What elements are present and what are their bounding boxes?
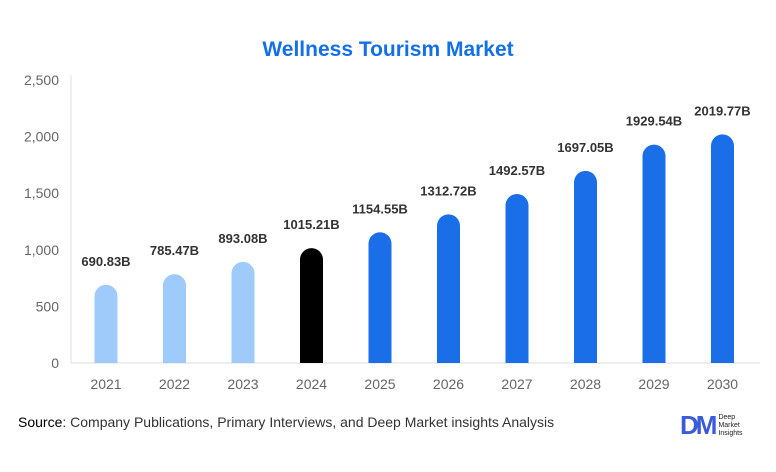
x-tick-label: 2028 — [570, 376, 601, 392]
data-label: 1154.55B — [352, 201, 408, 216]
data-label: 1015.21B — [283, 217, 339, 232]
logo-mark: DM — [680, 410, 717, 440]
bar — [642, 144, 666, 363]
bar — [300, 248, 323, 363]
chart-title: Wellness Tourism Market — [262, 38, 514, 61]
y-tick-label: 2,000 — [24, 129, 59, 145]
logo-text: Deep Market Insights — [718, 413, 743, 437]
bar — [163, 274, 186, 363]
data-label: 893.08B — [218, 231, 267, 246]
x-tick-label: 2030 — [707, 376, 738, 392]
y-tick-label: 1,000 — [24, 242, 59, 258]
bar — [574, 170, 597, 363]
y-tick-label: 2,500 — [24, 72, 59, 88]
data-label: 785.47B — [150, 243, 199, 258]
x-tick-label: 2021 — [90, 376, 121, 392]
bar — [94, 284, 118, 363]
x-tick-label: 2029 — [638, 376, 669, 392]
x-tick-label: 2025 — [364, 376, 395, 392]
x-tick-label: 2022 — [159, 376, 190, 392]
source-note: Source: Company Publications, Primary In… — [18, 414, 554, 430]
bar — [231, 261, 255, 363]
data-label: 1492.57B — [489, 163, 545, 178]
bar-chart: 0 500 1,000 1,500 2,000 2,500 690.83B 2021 785.4… — [24, 72, 760, 392]
x-tick-label: 2026 — [433, 376, 464, 392]
source-text: : Company Publications, Primary Intervie… — [62, 414, 555, 430]
bar — [368, 232, 392, 363]
data-label: 1929.54B — [626, 114, 682, 129]
bar — [711, 134, 734, 363]
x-tick-label: 2024 — [296, 376, 327, 392]
data-label: 1697.05B — [557, 140, 613, 155]
source-label: Source — [18, 414, 63, 430]
logo: DM Deep Market Insights — [680, 410, 754, 441]
data-label: 1312.72B — [420, 183, 476, 198]
x-tick-label: 2023 — [227, 376, 258, 392]
x-tick-label: 2027 — [501, 376, 532, 392]
y-tick-label: 1,500 — [24, 185, 59, 201]
data-label: 2019.77B — [694, 103, 750, 118]
bar — [437, 214, 460, 363]
bar — [505, 194, 529, 363]
data-label: 690.83B — [81, 254, 130, 269]
y-tick-label: 0 — [51, 355, 59, 371]
y-tick-label: 500 — [36, 298, 60, 314]
